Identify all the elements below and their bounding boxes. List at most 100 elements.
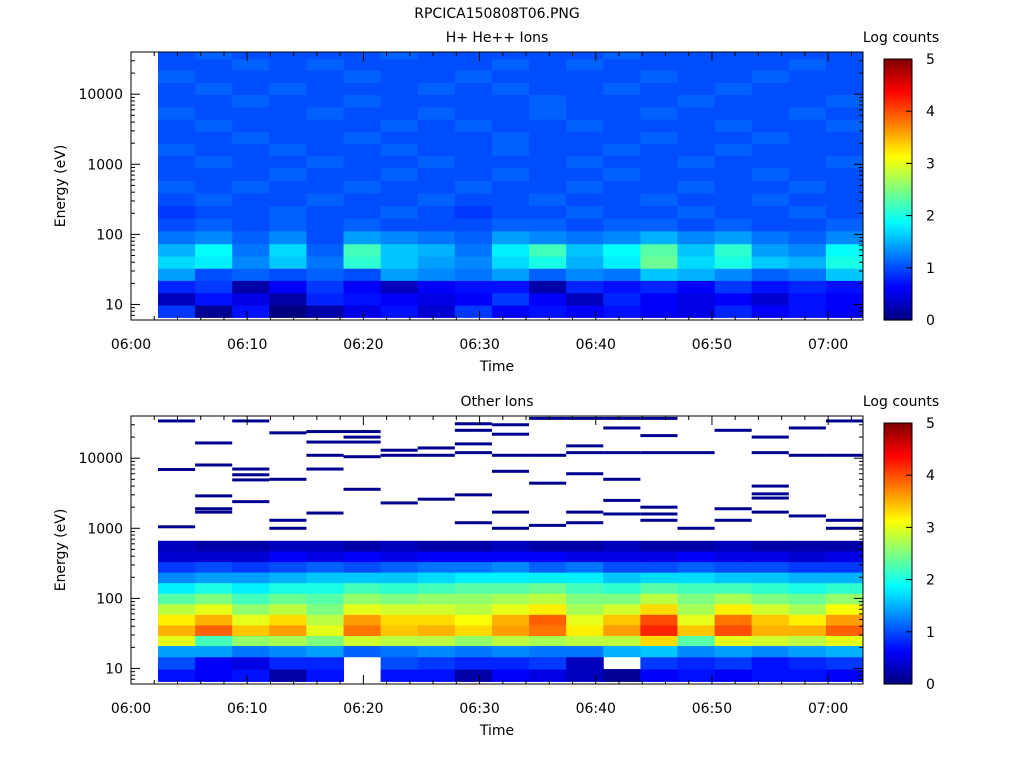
colorbar-step <box>884 546 912 550</box>
heatmap-cell <box>529 624 567 636</box>
heatmap-cell <box>825 624 864 636</box>
heatmap-cell <box>640 180 678 194</box>
heatmap-cell <box>417 106 456 120</box>
heatmap-cell <box>825 243 864 257</box>
heatmap-cell <box>566 143 604 157</box>
heatmap-cell <box>491 131 530 145</box>
colorbar-step <box>884 72 912 75</box>
heatmap-cell <box>640 624 678 636</box>
colorbar-step <box>884 233 912 236</box>
heatmap-cell <box>825 143 864 157</box>
heatmap-cell <box>603 292 641 306</box>
heatmap-cell <box>158 155 196 169</box>
heatmap-cell <box>158 70 196 83</box>
heatmap-cell <box>640 645 678 658</box>
heatmap-cell <box>566 180 604 194</box>
heatmap-cell <box>306 593 345 605</box>
heatmap-cell <box>529 603 567 615</box>
heatmap-cell <box>195 561 233 573</box>
heatmap-cell <box>529 52 567 60</box>
sparse-streak <box>343 435 381 439</box>
heatmap-cell <box>269 243 307 257</box>
heatmap-cell <box>825 52 864 60</box>
y-axis: 10 100 1000 10000 <box>78 415 863 685</box>
heatmap-cell <box>269 94 307 108</box>
heatmap-cell <box>566 280 604 294</box>
colorbar-step <box>884 274 912 278</box>
colorbar-step <box>884 636 912 639</box>
heatmap-cell <box>306 94 345 108</box>
heatmap-cell <box>417 131 456 145</box>
heatmap-cell <box>751 205 790 219</box>
heatmap-cell <box>603 106 641 120</box>
heatmap-cell <box>603 561 641 573</box>
heatmap-cell <box>788 635 827 647</box>
heatmap-cell <box>788 603 827 615</box>
heatmap-cell <box>788 70 827 83</box>
x-axis: 06:00 06:10 06:20 06:30 06:40 06:50 07:00 <box>111 416 852 717</box>
heatmap-cell <box>603 155 641 169</box>
heatmap-cell <box>714 106 753 120</box>
sparse-streak <box>788 514 826 518</box>
heatmap-cell <box>529 645 567 658</box>
colorbar-step <box>884 267 912 271</box>
colorbar-step <box>884 453 912 457</box>
sparse-streak <box>491 453 530 457</box>
colorbar-step <box>884 148 912 151</box>
heatmap-cell <box>529 131 567 145</box>
heatmap-cell <box>195 540 233 552</box>
heatmap-cell <box>195 167 233 181</box>
heatmap-cell <box>232 305 270 318</box>
heatmap-cell <box>825 551 864 563</box>
colorbar-frame <box>883 58 913 321</box>
colorbar-tick-label: 4 <box>926 468 935 484</box>
heatmap-cell <box>788 192 827 206</box>
heatmap-cell <box>158 52 196 60</box>
heatmap-cell <box>269 119 307 132</box>
y-tick-label: 1000 <box>87 521 123 537</box>
colorbar-step <box>884 198 912 201</box>
colorbar-step <box>884 165 912 169</box>
heatmap-cell <box>380 561 419 573</box>
heatmap-cell <box>788 94 827 108</box>
heatmap-cell <box>640 572 678 584</box>
colorbar-step <box>884 202 912 206</box>
heatmap-cell <box>714 292 753 306</box>
y-tick-label: 100 <box>96 227 123 243</box>
heatmap-cell <box>417 268 456 281</box>
colorbar-step <box>884 172 912 175</box>
heatmap-cell <box>566 131 604 145</box>
sparse-streak <box>158 467 196 471</box>
heatmap-cell <box>491 52 530 60</box>
heatmap-cell <box>232 280 270 294</box>
heatmap-cell <box>343 572 382 584</box>
heatmap-cell <box>825 167 864 181</box>
heatmap-cell <box>343 635 382 647</box>
heatmap-cell <box>566 167 604 181</box>
heatmap-cell <box>380 192 419 206</box>
heatmap-cell <box>566 624 604 636</box>
heatmap-cell <box>158 614 196 626</box>
colorbar-step <box>884 520 912 524</box>
heatmap-cell <box>603 614 641 626</box>
heatmap-cell <box>566 94 604 108</box>
colorbar-step <box>884 618 912 622</box>
x-tick-label: 06:40 <box>576 337 616 353</box>
colorbar-step <box>884 241 912 245</box>
colorbar-step <box>884 603 912 607</box>
heatmap-cell <box>714 669 753 682</box>
heatmap-cell <box>714 540 753 552</box>
heatmap-cell <box>751 52 790 60</box>
heatmap-cell <box>640 167 678 181</box>
colorbar-step <box>884 583 912 587</box>
heatmap-cell <box>714 551 753 563</box>
y-tick-label: 10000 <box>78 451 123 467</box>
colorbar-step <box>884 594 912 598</box>
heatmap-cell <box>306 540 345 552</box>
colorbar-step <box>884 300 912 304</box>
colorbar-step <box>884 69 912 73</box>
colorbar-step <box>884 209 912 212</box>
heatmap-cell <box>677 669 716 682</box>
heatmap-cell <box>491 58 530 71</box>
